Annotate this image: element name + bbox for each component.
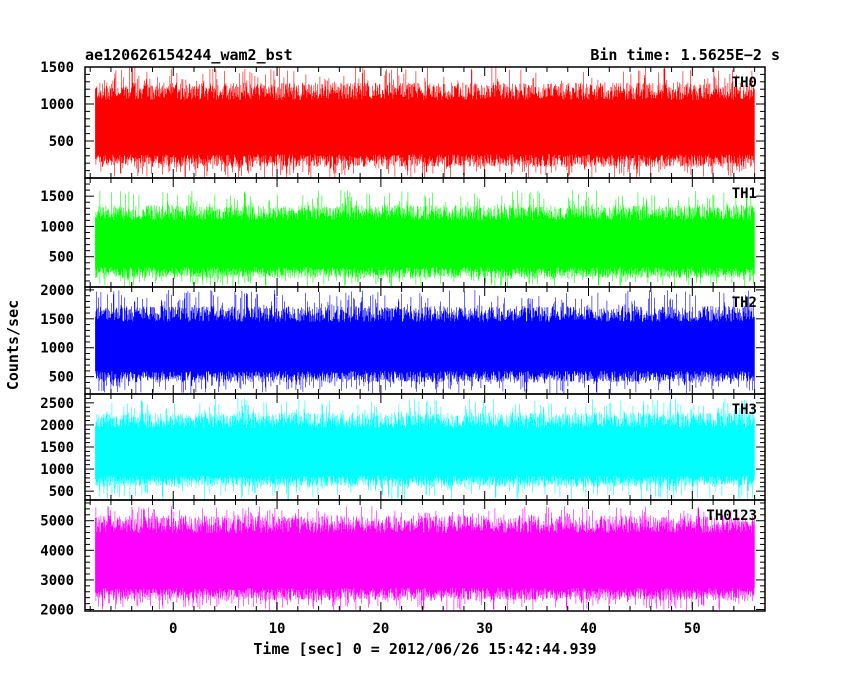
panel-th0-ytick-label: 1500 <box>40 60 74 76</box>
series-th0-line <box>95 67 755 178</box>
panel-th0123-frame <box>84 499 766 612</box>
panel-th2-ytick-label: 1000 <box>40 341 74 357</box>
x-tick-label: 50 <box>684 621 701 637</box>
x-tick-label: 20 <box>372 621 389 637</box>
panel-th0-label: TH0 <box>732 75 757 91</box>
x-tick-label: 30 <box>476 621 493 637</box>
panel-th1-ytick-label: 1500 <box>40 189 74 205</box>
panel-th2-ytick-label: 500 <box>49 370 74 386</box>
series-th1-line <box>95 190 755 287</box>
chart-title-left: ae120626154244_wam2_bst <box>85 46 293 64</box>
panel-th0-ytick-label: 1000 <box>40 97 74 113</box>
panel-th1-label: TH1 <box>732 186 757 202</box>
x-tick-label: 10 <box>269 621 286 637</box>
series-th3-line <box>95 398 755 500</box>
panel-th3-ytick-label: 2500 <box>40 396 74 412</box>
series-th0123-line <box>95 506 755 611</box>
panel-th3-ytick-label: 500 <box>49 484 74 500</box>
panel-th0123-ytick-label: 3000 <box>40 573 74 589</box>
panel-th3-label: TH3 <box>732 402 757 418</box>
panel-th1-ytick-label: 1000 <box>40 219 74 235</box>
y-axis-label: Counts/sec <box>4 300 22 390</box>
x-axis-label: Time [sec] 0 = 2012/06/26 15:42:44.939 <box>253 640 596 658</box>
chart-title-right: Bin time: 1.5625E−2 s <box>590 46 780 64</box>
panel-th3-ytick-label: 1000 <box>40 462 74 478</box>
panel-th3-ytick-label: 1500 <box>40 440 74 456</box>
x-tick-label: 40 <box>580 621 597 637</box>
panel-th2-label: TH2 <box>732 295 757 311</box>
series-th2-line <box>95 290 755 394</box>
panel-th2-ytick-label: 2000 <box>40 283 74 299</box>
panel-th3-ytick-label: 2000 <box>40 418 74 434</box>
x-tick-label: 0 <box>169 621 177 637</box>
panel-th0123-ytick-label: 5000 <box>40 514 74 530</box>
panel-th0123-ytick-label: 4000 <box>40 543 74 559</box>
panel-th0-ytick-label: 500 <box>49 134 74 150</box>
panel-th0123-label: TH0123 <box>706 508 757 524</box>
panel-th0123-ytick-label: 2000 <box>40 603 74 619</box>
panel-th2-ytick-label: 1500 <box>40 312 74 328</box>
panel-th1-ytick-label: 500 <box>49 250 74 266</box>
